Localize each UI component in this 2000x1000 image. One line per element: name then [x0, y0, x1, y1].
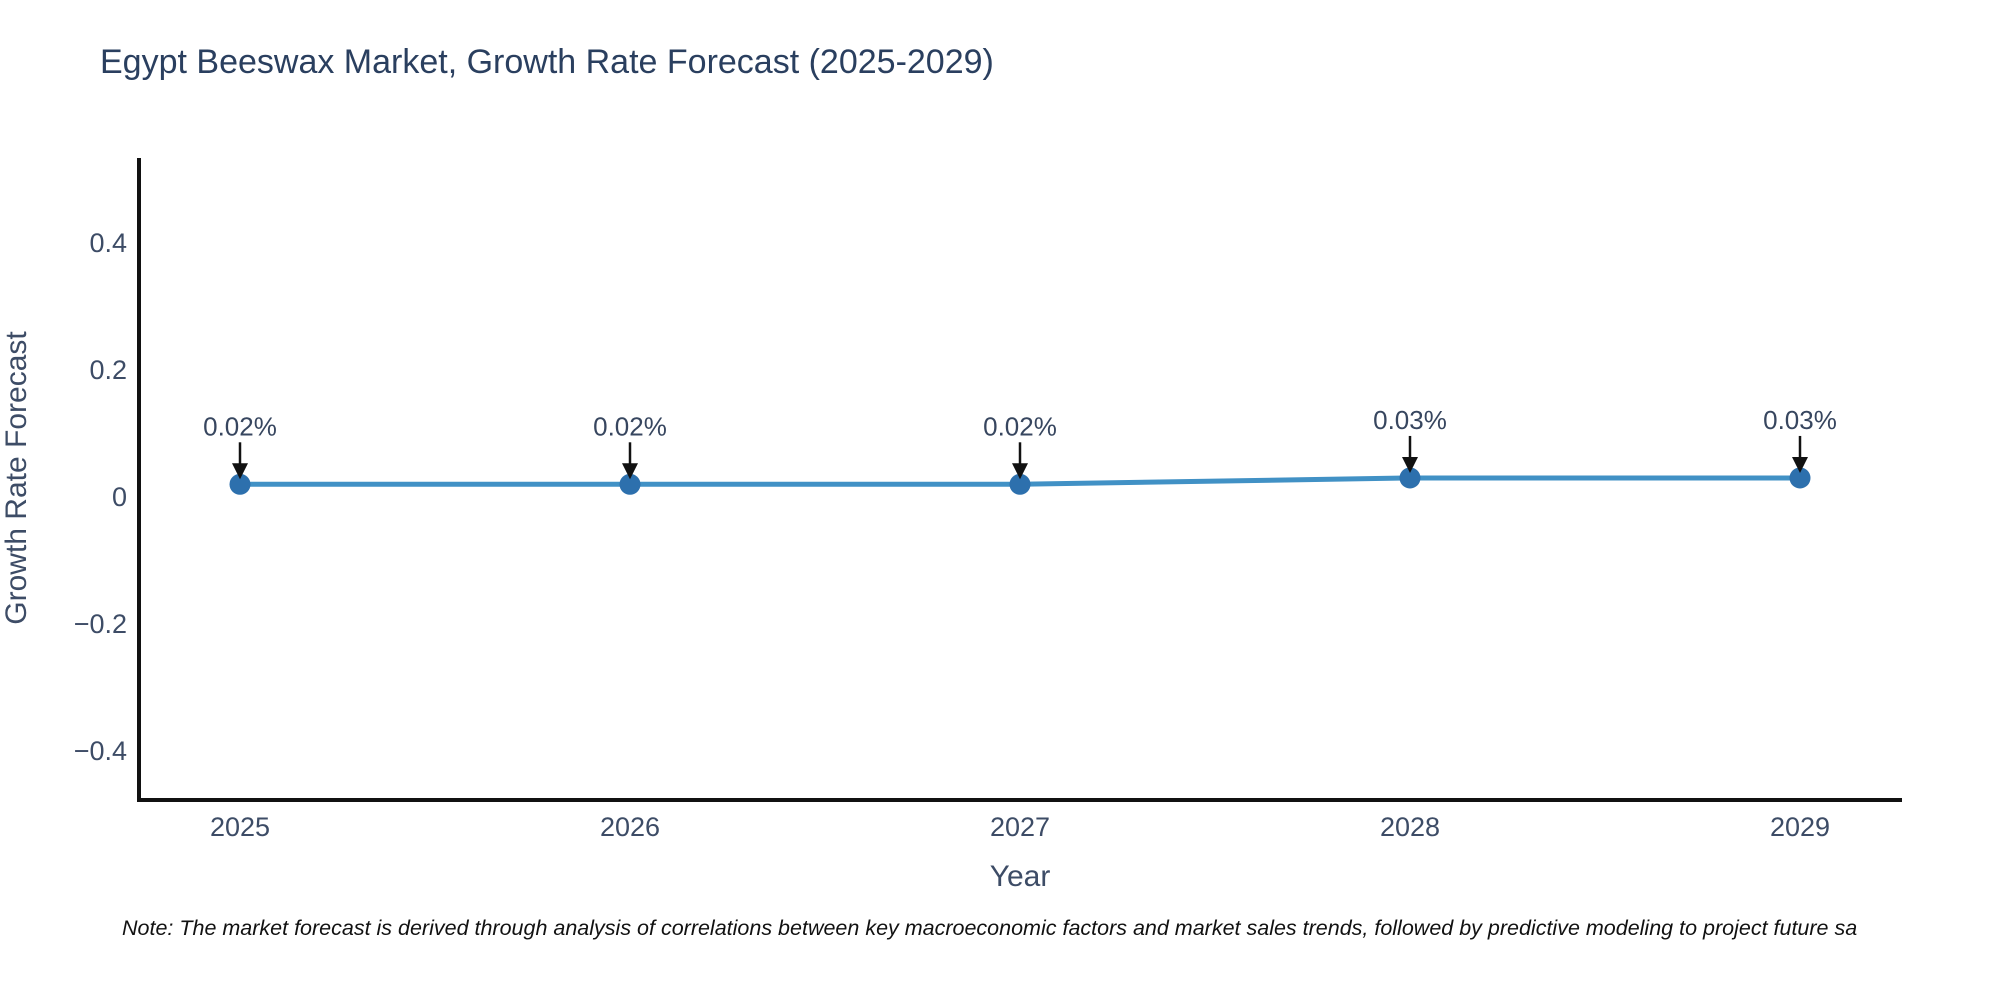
y-tick-label: 0.4 — [89, 228, 127, 258]
annotation-label: 0.02% — [593, 411, 667, 441]
y-tick-label: 0.2 — [89, 355, 127, 385]
data-point-marker — [1789, 467, 1811, 489]
annotation-arrowhead-icon — [1402, 456, 1418, 473]
y-axis-label: Growth Rate Forecast — [0, 331, 33, 625]
data-point-marker — [1009, 473, 1031, 495]
annotation-arrowhead-icon — [622, 463, 638, 480]
axes — [137, 158, 1902, 802]
x-tick-label: 2028 — [1380, 812, 1440, 842]
x-axis-label: Year — [990, 860, 1051, 893]
annotation-arrowhead-icon — [1792, 456, 1808, 473]
y-tick-label: 0 — [112, 482, 127, 512]
x-tick-label: 2025 — [210, 812, 270, 842]
x-tick-labels: 2025 2026 2027 2028 2029 — [210, 812, 1830, 842]
x-tick-label: 2026 — [600, 812, 660, 842]
annotation-arrowhead-icon — [232, 463, 248, 480]
chart-title: Egypt Beeswax Market, Growth Rate Foreca… — [100, 43, 994, 81]
x-tick-label: 2027 — [990, 812, 1050, 842]
data-point-marker — [619, 473, 641, 495]
data-series — [229, 467, 1811, 495]
annotation-arrowhead-icon — [1012, 463, 1028, 480]
annotation-label: 0.03% — [1373, 405, 1447, 435]
x-tick-label: 2029 — [1770, 812, 1830, 842]
annotation-label: 0.03% — [1763, 405, 1837, 435]
footnote-text: Note: The market forecast is derived thr… — [122, 916, 1858, 940]
y-tick-label: −0.2 — [74, 609, 127, 639]
y-tick-labels: 0.4 0.2 0 −0.2 −0.4 — [74, 228, 127, 766]
data-point-marker — [1399, 467, 1421, 489]
data-point-marker — [229, 473, 251, 495]
annotation-label: 0.02% — [203, 411, 277, 441]
annotation-label: 0.02% — [983, 411, 1057, 441]
y-tick-label: −0.4 — [74, 736, 127, 766]
point-annotations: 0.02% 0.02% 0.02% 0.03% 0.03% — [203, 405, 1837, 480]
